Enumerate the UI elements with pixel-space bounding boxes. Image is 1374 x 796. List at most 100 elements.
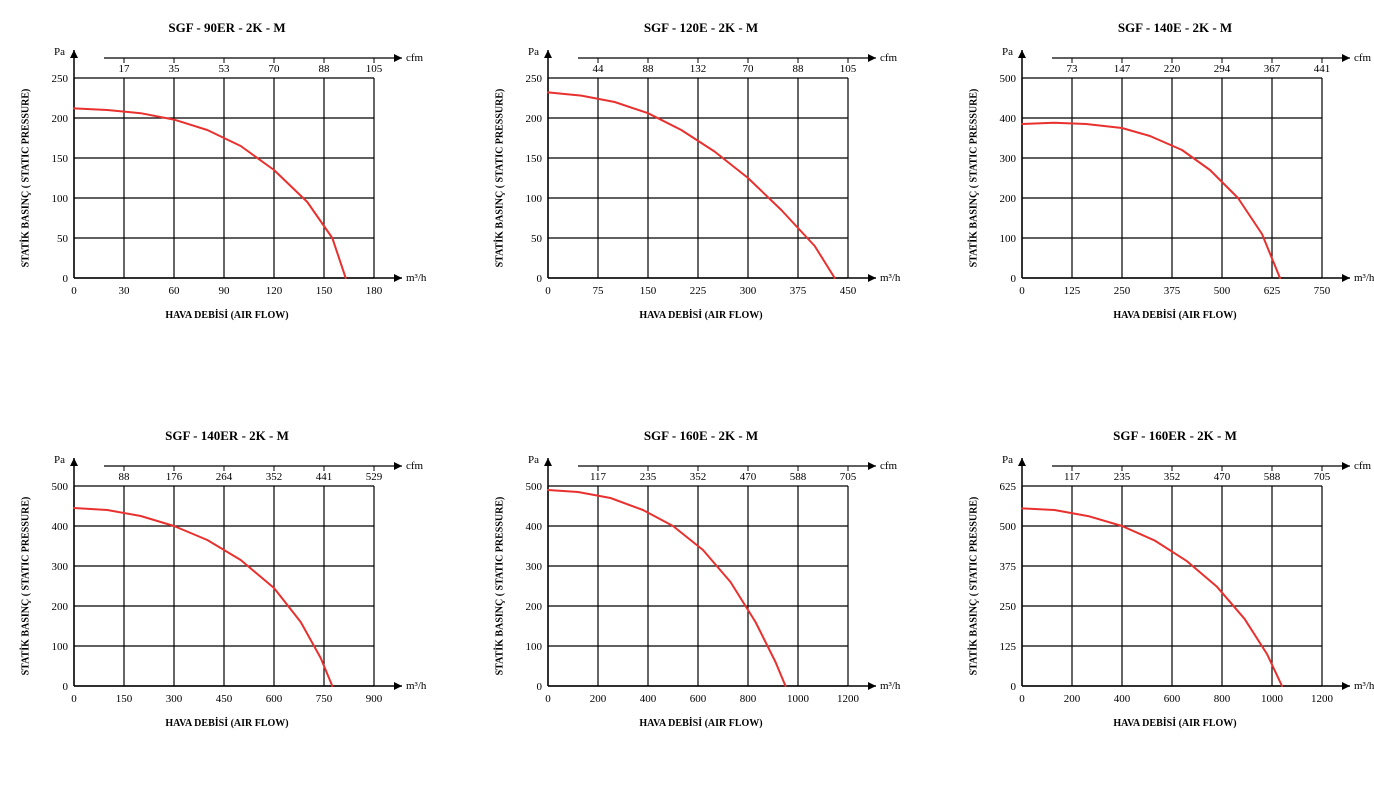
unit-m3h: m³/h bbox=[1354, 272, 1374, 284]
x-top-tick-label: 441 bbox=[1314, 63, 1331, 75]
x-tick-label: 225 bbox=[690, 285, 707, 297]
x-tick-label: 0 bbox=[545, 693, 551, 705]
x-tick-label: 600 bbox=[1164, 693, 1181, 705]
chart-svg: 0200117400235600352800470100058812007050… bbox=[968, 452, 1374, 716]
unit-pa: Pa bbox=[1002, 46, 1013, 58]
x-top-tick-label: 88 bbox=[319, 63, 331, 75]
x-tick-label: 300 bbox=[740, 285, 757, 297]
x-tick-label: 375 bbox=[1164, 285, 1181, 297]
unit-pa: Pa bbox=[528, 454, 539, 466]
chart-wrap: 0301760359053120701508818010505010015020… bbox=[20, 44, 434, 308]
x-tick-label: 180 bbox=[366, 285, 383, 297]
x-tick-label: 400 bbox=[1114, 693, 1131, 705]
x-tick-label: 150 bbox=[316, 285, 333, 297]
x-tick-label: 400 bbox=[640, 693, 657, 705]
y-tick-label: 200 bbox=[52, 601, 69, 613]
y-axis-label: STATİK BASINÇ ( STATIC PRESSURE) bbox=[21, 497, 32, 676]
performance-curve bbox=[74, 508, 332, 686]
x-top-tick-label: 88 bbox=[643, 63, 655, 75]
y-axis-label: STATİK BASINÇ ( STATIC PRESSURE) bbox=[495, 497, 506, 676]
y-tick-label: 300 bbox=[526, 561, 543, 573]
x-top-tick-label: 588 bbox=[1264, 471, 1281, 483]
chart-wrap: 0200117400235600352800470100058812007050… bbox=[494, 452, 908, 716]
x-tick-label: 60 bbox=[169, 285, 181, 297]
x-top-tick-label: 235 bbox=[640, 471, 657, 483]
x-top-tick-label: 352 bbox=[690, 471, 707, 483]
unit-pa: Pa bbox=[54, 454, 65, 466]
x-top-tick-label: 705 bbox=[840, 471, 857, 483]
chart-panel: SGF - 140E - 2K - M012573250147375220500… bbox=[968, 20, 1374, 368]
x-tick-label: 750 bbox=[1314, 285, 1331, 297]
x-tick-label: 0 bbox=[545, 285, 551, 297]
unit-pa: Pa bbox=[528, 46, 539, 58]
x-top-tick-label: 44 bbox=[593, 63, 605, 75]
x-top-tick-label: 264 bbox=[216, 471, 233, 483]
y-tick-label: 375 bbox=[1000, 561, 1017, 573]
x-tick-label: 200 bbox=[1064, 693, 1081, 705]
x-tick-label: 30 bbox=[119, 285, 131, 297]
x-tick-label: 625 bbox=[1264, 285, 1281, 297]
x-axis-label: HAVA DEBİSİ (AIR FLOW) bbox=[1113, 718, 1236, 729]
y-tick-label: 150 bbox=[52, 153, 69, 165]
chart-panel: SGF - 90ER - 2K - M030176035905312070150… bbox=[20, 20, 434, 368]
y-tick-label: 200 bbox=[526, 601, 543, 613]
x-top-tick-label: 105 bbox=[366, 63, 383, 75]
unit-m3h: m³/h bbox=[1354, 680, 1374, 692]
y-tick-label: 250 bbox=[1000, 601, 1017, 613]
x-tick-label: 0 bbox=[71, 693, 77, 705]
y-tick-label: 100 bbox=[52, 193, 69, 205]
x-top-tick-label: 73 bbox=[1067, 63, 1079, 75]
y-tick-label: 300 bbox=[52, 561, 69, 573]
y-tick-label: 250 bbox=[52, 73, 69, 85]
x-tick-label: 120 bbox=[266, 285, 283, 297]
x-top-tick-label: 117 bbox=[1064, 471, 1081, 483]
y-axis-label: STATİK BASINÇ ( STATIC PRESSURE) bbox=[969, 89, 980, 268]
unit-m3h: m³/h bbox=[406, 272, 426, 284]
chart-svg: 0754415088225132300703758845010505010015… bbox=[494, 44, 908, 308]
x-tick-label: 450 bbox=[216, 693, 233, 705]
performance-curve bbox=[74, 108, 346, 278]
svg-text:0: 0 bbox=[537, 681, 543, 693]
chart-wrap: 0150883001764502646003527504419005290100… bbox=[20, 452, 434, 716]
y-tick-label: 100 bbox=[52, 641, 69, 653]
x-top-tick-label: 367 bbox=[1264, 63, 1281, 75]
y-tick-label: 200 bbox=[52, 113, 69, 125]
performance-curve bbox=[1022, 508, 1282, 686]
x-tick-label: 1200 bbox=[837, 693, 860, 705]
x-tick-label: 200 bbox=[590, 693, 607, 705]
chart-wrap: 0754415088225132300703758845010505010015… bbox=[494, 44, 908, 308]
y-tick-label: 50 bbox=[57, 233, 69, 245]
x-tick-label: 0 bbox=[71, 285, 77, 297]
x-tick-label: 125 bbox=[1064, 285, 1081, 297]
x-axis-label: HAVA DEBİSİ (AIR FLOW) bbox=[165, 310, 288, 321]
x-tick-label: 500 bbox=[1214, 285, 1231, 297]
x-tick-label: 1000 bbox=[787, 693, 810, 705]
x-tick-label: 800 bbox=[1214, 693, 1231, 705]
chart-title: SGF - 90ER - 2K - M bbox=[168, 20, 285, 36]
x-tick-label: 0 bbox=[1019, 285, 1025, 297]
x-top-tick-label: 470 bbox=[1214, 471, 1231, 483]
x-top-tick-label: 705 bbox=[1314, 471, 1331, 483]
unit-cfm: cfm bbox=[880, 52, 897, 64]
x-top-tick-label: 132 bbox=[690, 63, 707, 75]
x-tick-label: 1000 bbox=[1261, 693, 1284, 705]
x-tick-label: 150 bbox=[116, 693, 133, 705]
unit-cfm: cfm bbox=[406, 52, 423, 64]
x-tick-label: 0 bbox=[1019, 693, 1025, 705]
chart-wrap: 0200117400235600352800470100058812007050… bbox=[968, 452, 1374, 716]
chart-title: SGF - 140E - 2K - M bbox=[1118, 20, 1232, 36]
x-tick-label: 75 bbox=[593, 285, 605, 297]
y-tick-label: 150 bbox=[526, 153, 543, 165]
x-tick-label: 90 bbox=[219, 285, 231, 297]
x-top-tick-label: 235 bbox=[1114, 471, 1131, 483]
y-tick-label: 500 bbox=[1000, 73, 1017, 85]
unit-cfm: cfm bbox=[880, 460, 897, 472]
y-tick-label: 400 bbox=[526, 521, 543, 533]
x-tick-label: 600 bbox=[266, 693, 283, 705]
x-tick-label: 450 bbox=[840, 285, 857, 297]
chart-title: SGF - 120E - 2K - M bbox=[644, 20, 758, 36]
y-tick-label: 250 bbox=[526, 73, 543, 85]
x-top-tick-label: 70 bbox=[269, 63, 281, 75]
x-top-tick-label: 470 bbox=[740, 471, 757, 483]
chart-wrap: 0125732501473752205002946253677504410100… bbox=[968, 44, 1374, 308]
